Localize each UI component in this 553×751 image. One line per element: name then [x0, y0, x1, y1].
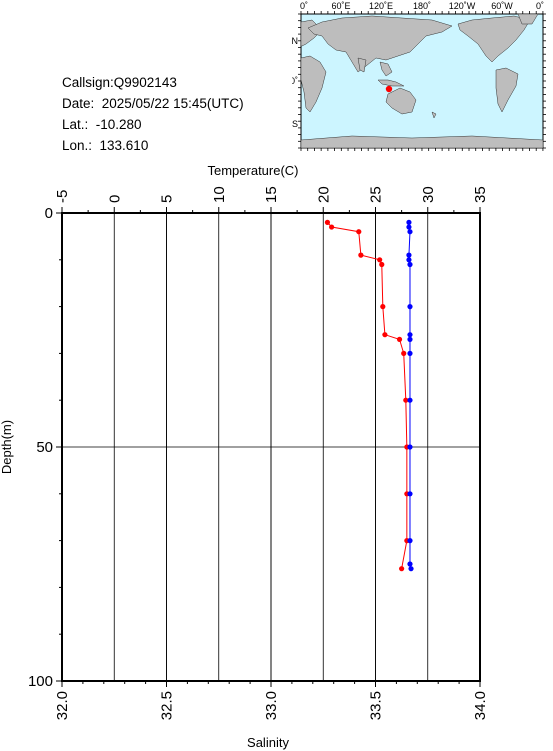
- salinity-profile-point: [407, 304, 413, 310]
- location-map: 0˚ 60˚E 120˚E 180˚ 120˚W 60˚W 0˚ 60˚N 0˚ 60˚S: [292, 1, 546, 151]
- temperature-tick-label: 30: [420, 186, 437, 203]
- salinity-profile-point: [407, 229, 413, 235]
- salinity-tick-label: 34.0: [472, 691, 489, 720]
- map-lat-label: 60˚S: [292, 119, 298, 129]
- map-lon-label: 60˚W: [491, 1, 513, 11]
- landmass-south-america: [495, 67, 519, 113]
- salinity-profile-point: [406, 224, 412, 230]
- salinity-axis-title: Salinity: [247, 735, 289, 750]
- temperature-profile-point: [329, 224, 335, 230]
- temperature-profile-point: [324, 219, 331, 225]
- landmass-new-zealand: [431, 111, 437, 119]
- temperature-tick-label: 0: [106, 195, 123, 203]
- plot-frame: [61, 212, 481, 682]
- temperature-profile-point: [382, 332, 388, 338]
- map-lat-label: 60˚N: [292, 36, 298, 46]
- temperature-tick-label: 25: [368, 186, 385, 203]
- temperature-profile-point: [377, 257, 383, 263]
- temperature-profile-point: [404, 444, 410, 450]
- landmass-australia: [385, 87, 417, 115]
- temperature-profile-point: [380, 304, 386, 310]
- map-longitude-labels: 0˚ 60˚E 120˚E 180˚ 120˚W 60˚W 0˚: [300, 1, 544, 11]
- salinity-profile-point: [407, 350, 413, 356]
- map-lon-label: 120˚W: [449, 1, 476, 11]
- axis-ticks: [56, 207, 481, 687]
- salinity-tick-label: 33.0: [263, 691, 280, 720]
- salinity-profile-point: [406, 252, 412, 258]
- landmass-southeast-asia: [379, 61, 393, 77]
- temperature-tick-label: 15: [263, 186, 280, 203]
- depth-axis-title: Depth(m): [0, 420, 14, 474]
- map-latitude-labels: 60˚N 0˚ 60˚S: [292, 36, 298, 129]
- temperature-profile-point: [399, 566, 405, 572]
- salinity-tick-label: 32.5: [159, 691, 176, 720]
- salinity-profile-point: [407, 444, 413, 450]
- salinity-profile-point: [406, 219, 412, 225]
- salinity-profile-point: [407, 332, 413, 338]
- station-marker: [385, 85, 393, 93]
- map-land: [300, 13, 544, 149]
- salinity-profile-point: [407, 491, 413, 497]
- salinity-profile-point: [407, 397, 413, 403]
- temperature-tick-label: 5: [159, 195, 176, 203]
- temperature-tick-label: 20: [315, 186, 332, 203]
- landmass-indonesia: [377, 79, 405, 87]
- salinity-profile-point: [406, 257, 412, 263]
- callsign-label: Callsign:Q9902143: [62, 75, 177, 90]
- map-lat-label: 0˚: [292, 76, 298, 86]
- salinity-profile-point: [407, 561, 413, 567]
- map-lon-label: 0˚: [300, 1, 308, 11]
- temperature-profile-point: [403, 397, 409, 403]
- depth-tick-label: 100: [28, 673, 53, 690]
- temperature-profile-point: [379, 261, 385, 268]
- salinity-profile-line: [408, 222, 412, 569]
- temperature-profile-point: [358, 252, 364, 258]
- map-frame-ticks: [298, 11, 546, 151]
- map-lon-label: 60˚E: [331, 1, 350, 11]
- latitude-label: Lat.: -10.280: [62, 117, 142, 132]
- salinity-tick-label: 33.5: [368, 691, 385, 720]
- landmass-india: [357, 57, 367, 73]
- depth-tick-label: 0: [45, 205, 53, 222]
- landmass-africa: [300, 55, 327, 113]
- depth-tick-label: 50: [36, 439, 53, 456]
- landmass-antarctica: [300, 135, 544, 149]
- chart-grid: [62, 213, 480, 681]
- temperature-profile-point: [404, 491, 410, 497]
- temperature-profile-point: [356, 229, 362, 235]
- salinity-profile-point: [407, 336, 413, 342]
- profile-series: [324, 219, 414, 572]
- landmass-north-america: [457, 15, 531, 63]
- temperature-tick-label: -5: [54, 190, 71, 203]
- salinity-profile-point: [407, 538, 413, 544]
- salinity-tick-label: 32.0: [54, 691, 71, 720]
- temperature-tick-label: 35: [472, 186, 489, 203]
- landmass-greenland: [517, 13, 539, 25]
- salinity-profile-point: [407, 261, 413, 268]
- station-info: Callsign:Q9902143 Date: 2025/05/22 15:45…: [62, 72, 244, 156]
- landmass-eurasia: [307, 15, 453, 73]
- temperature-profile-line: [327, 222, 408, 569]
- temperature-profile-point: [401, 350, 407, 356]
- temperature-tick-label: 10: [211, 186, 228, 203]
- temperature-profile-point: [404, 538, 410, 544]
- salinity-profile-point: [408, 566, 414, 572]
- map-lon-label: 180˚: [413, 1, 431, 11]
- map-lon-label: 120˚E: [369, 1, 393, 11]
- date-label: Date: 2025/05/22 15:45(UTC): [62, 96, 244, 111]
- longitude-label: Lon.: 133.610: [62, 138, 149, 153]
- map-lon-label: 0˚: [536, 1, 544, 11]
- temperature-axis-title: Temperature(C): [207, 163, 298, 178]
- temperature-profile-point: [396, 336, 403, 342]
